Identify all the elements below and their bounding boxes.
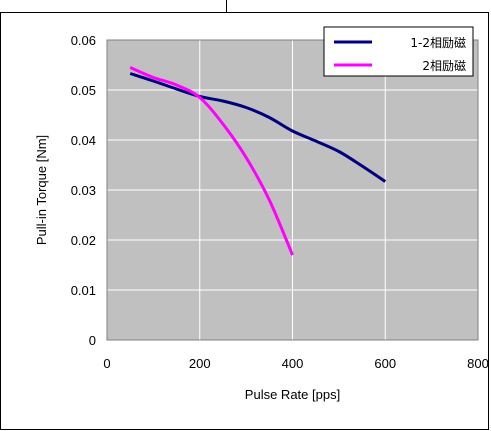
y-tick-label: 0.01 [71,283,96,298]
x-tick-labels: 0 200 400 600 800 [103,356,488,371]
y-tick-label: 0.05 [71,83,96,98]
x-tick-label: 400 [282,356,304,371]
series-line-1 [129,66,294,256]
y-tick-labels: 0 0.01 0.02 0.03 0.04 0.05 0.06 [71,33,96,348]
legend-box [323,26,474,77]
x-tick-label: 800 [467,356,489,371]
series-layer [129,66,387,256]
legend: 1-2相励磁 2相励磁 [323,26,474,77]
x-tick-label: 0 [103,356,110,371]
x-tick-label: 600 [374,356,396,371]
y-tick-label: 0.06 [71,33,96,48]
x-tick-label: 200 [189,356,211,371]
legend-label-1: 2相励磁 [422,58,466,73]
x-axis-label: Pulse Rate [pps] [245,387,340,402]
legend-label-0: 1-2相励磁 [410,35,466,50]
chart-area-border [0,12,489,430]
y-tick-label: 0.03 [71,183,96,198]
plot-border [106,39,479,341]
y-axis-label: Pull-in Torque [Nm] [34,135,49,245]
y-tick-label: 0 [89,333,96,348]
grid-lines [107,40,478,340]
y-tick-label: 0.04 [71,133,96,148]
y-tick-label: 0.02 [71,233,96,248]
series-line-0 [129,72,387,183]
